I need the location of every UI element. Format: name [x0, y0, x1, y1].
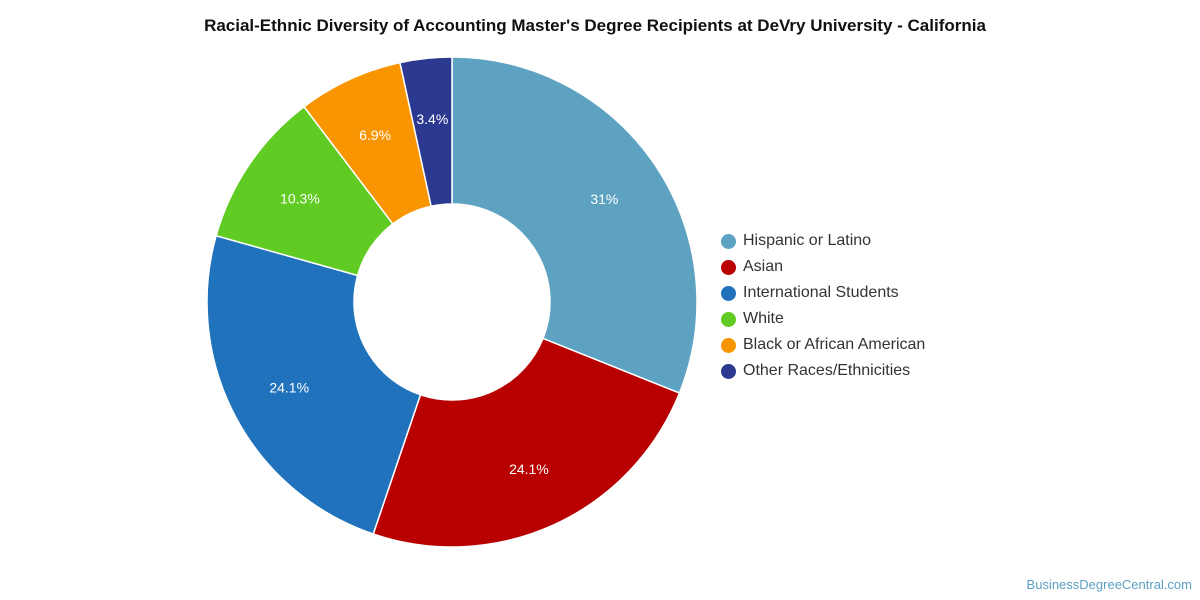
legend-item-white[interactable]: White: [721, 306, 925, 332]
slice-white[interactable]: [215, 105, 394, 277]
legend-item-other-races-ethnicities[interactable]: Other Races/Ethnicities: [721, 358, 925, 384]
legend-item-international-students[interactable]: International Students: [721, 280, 925, 306]
slice-label-white: 10.3%: [280, 190, 320, 206]
slice-international-students[interactable]: [206, 234, 422, 535]
legend-swatch-icon: [721, 285, 736, 301]
legend-label: Asian: [743, 258, 784, 275]
chart-legend: Hispanic or Latino Asian International Stu…: [721, 228, 925, 384]
legend-label: Other Races/Ethnicities: [743, 362, 911, 379]
legend-label: White: [743, 310, 784, 327]
legend-item-hispanic-or-latino[interactable]: Hispanic or Latino: [721, 228, 925, 254]
donut-slices: [206, 56, 698, 548]
slice-label-international-students: 24.1%: [269, 380, 309, 396]
legend-swatch-icon: [721, 311, 736, 327]
slice-asian[interactable]: [372, 337, 681, 548]
slice-label-asian: 24.1%: [509, 461, 549, 477]
legend-item-asian[interactable]: Asian: [721, 254, 925, 280]
legend-label: Hispanic or Latino: [743, 232, 872, 249]
slice-label-other-races-ethnicities: 3.4%: [416, 111, 448, 127]
source-credit[interactable]: BusinessDegreeCentral.com: [1026, 577, 1192, 592]
legend-swatch-icon: [721, 337, 736, 353]
slice-label-hispanic-or-latino: 31%: [590, 191, 618, 207]
chart-title: Racial-Ethnic Diversity of Accounting Ma…: [204, 16, 986, 35]
legend-swatch-icon: [721, 233, 736, 249]
legend-swatch-icon: [721, 363, 736, 379]
donut-slice-labels: 31% 24.1% 24.1% 10.3% 6.9% 3.4%: [269, 111, 618, 477]
legend-item-black-or-african-american[interactable]: Black or African American: [721, 332, 925, 358]
legend-swatch-icon: [721, 259, 736, 275]
legend-label: Black or African American: [743, 336, 926, 353]
legend-label: International Students: [743, 284, 899, 301]
slice-hispanic-or-latino[interactable]: [451, 56, 698, 395]
slice-label-black-or-african-american: 6.9%: [359, 127, 391, 143]
slice-other-races-ethnicities[interactable]: [399, 56, 453, 208]
